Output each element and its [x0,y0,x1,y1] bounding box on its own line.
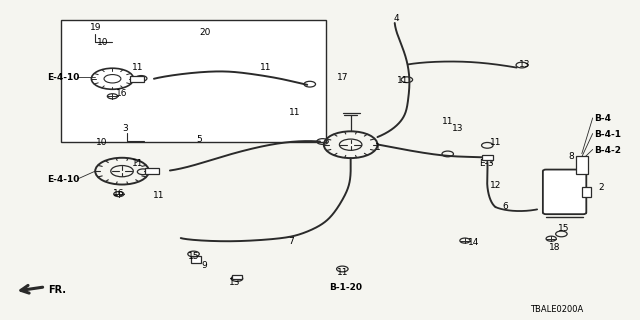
Text: 11: 11 [154,190,165,200]
Text: B-4: B-4 [595,114,612,123]
Text: 12: 12 [490,181,501,190]
Bar [191,256,201,263]
Text: B-4-1: B-4-1 [595,130,621,139]
Text: 5: 5 [196,135,202,144]
Text: E-3: E-3 [479,159,493,168]
Text: 9: 9 [201,261,207,270]
Text: 11: 11 [132,159,144,168]
Text: TBALE0200A: TBALE0200A [530,305,583,314]
Text: B-1-20: B-1-20 [329,283,362,292]
Text: 11: 11 [260,63,271,72]
Text: 18: 18 [548,243,560,252]
Text: 1: 1 [374,143,380,152]
Text: FR.: FR. [49,285,67,295]
Bar [576,156,588,173]
Text: 13: 13 [452,124,463,132]
Text: 11: 11 [442,117,454,126]
Text: 17: 17 [337,73,348,82]
Text: 11: 11 [289,108,300,117]
Bar [481,155,493,160]
Text: E-4-10: E-4-10 [47,175,79,184]
Text: E-4-10: E-4-10 [47,73,79,82]
Text: 15: 15 [558,224,570,233]
Text: 2: 2 [598,183,604,192]
Text: 15: 15 [188,252,199,261]
Text: 19: 19 [90,23,101,32]
Text: 16: 16 [113,189,125,198]
Bar [145,168,159,174]
Text: 8: 8 [568,152,574,161]
Text: 11: 11 [490,138,501,147]
Text: 3: 3 [122,124,128,132]
Text: 7: 7 [289,237,294,246]
Bar [232,275,242,279]
Text: 13: 13 [518,60,530,69]
Text: 11: 11 [132,63,144,72]
Text: 14: 14 [468,238,479,247]
Text: 11: 11 [337,268,348,277]
Text: 4: 4 [394,14,399,23]
Text: 6: 6 [502,202,508,211]
Text: 20: 20 [200,28,211,37]
Bar [582,187,591,197]
Text: 11: 11 [397,76,409,85]
Text: 13: 13 [229,277,241,286]
Bar [61,20,326,142]
Text: 10: 10 [96,138,108,147]
Text: 10: 10 [97,38,109,47]
FancyBboxPatch shape [543,170,586,214]
Text: 16: 16 [116,89,128,98]
Text: B-4-2: B-4-2 [595,146,621,155]
Bar [131,76,145,82]
